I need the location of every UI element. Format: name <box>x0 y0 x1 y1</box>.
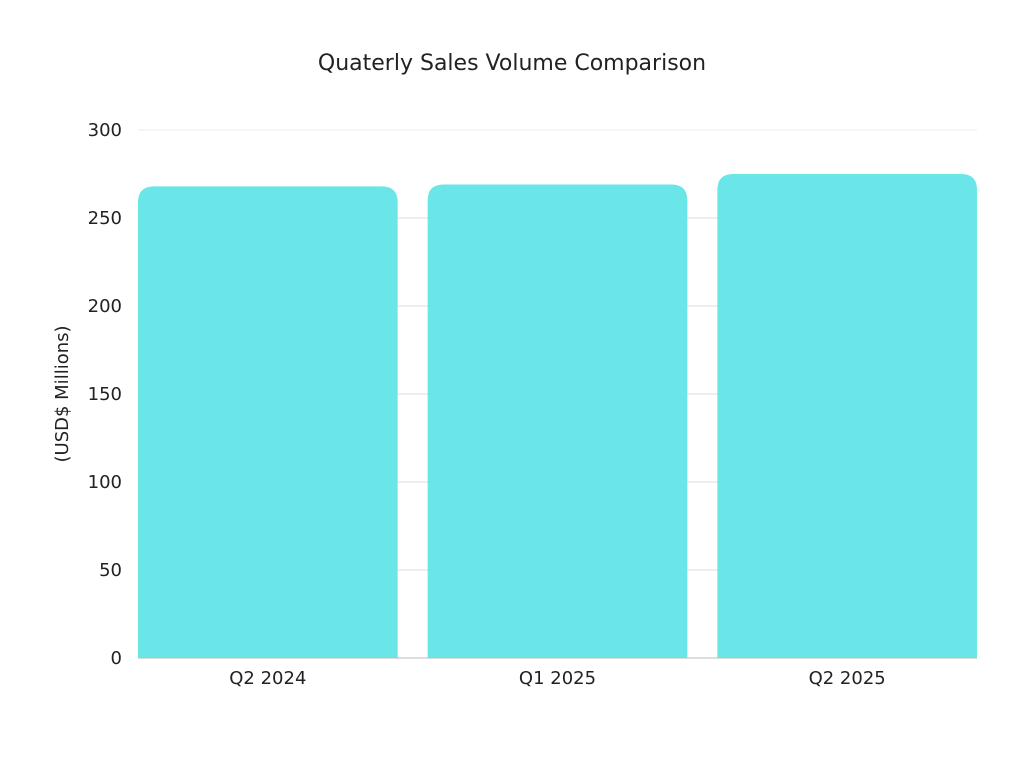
chart-title: Quaterly Sales Volume Comparison <box>318 51 706 76</box>
y-tick-label: 150 <box>88 384 122 405</box>
bar-q1-2025 <box>427 184 688 658</box>
y-tick-label: 100 <box>88 472 122 493</box>
bars <box>138 174 977 659</box>
x-tick-labels: Q2 2024 Q1 2025 Q2 2025 <box>229 668 885 689</box>
y-tick-label: 250 <box>88 208 122 229</box>
y-tick-label: 200 <box>88 296 122 317</box>
y-tick-label: 0 <box>111 648 122 669</box>
x-tick-label: Q2 2025 <box>809 668 886 689</box>
y-tick-labels: 0 50 100 150 200 250 300 <box>88 120 122 669</box>
x-tick-label: Q1 2025 <box>519 668 596 689</box>
bar-q2-2024 <box>138 186 398 658</box>
y-tick-label: 50 <box>99 560 122 581</box>
x-tick-label: Q2 2024 <box>229 668 306 689</box>
y-axis-label: (USD$ Millions) <box>52 325 73 462</box>
bar-q2-2025 <box>717 174 977 658</box>
y-tick-label: 300 <box>88 120 122 141</box>
